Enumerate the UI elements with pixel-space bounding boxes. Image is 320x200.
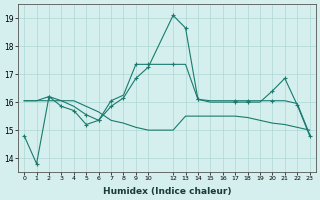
X-axis label: Humidex (Indice chaleur): Humidex (Indice chaleur): [103, 187, 231, 196]
